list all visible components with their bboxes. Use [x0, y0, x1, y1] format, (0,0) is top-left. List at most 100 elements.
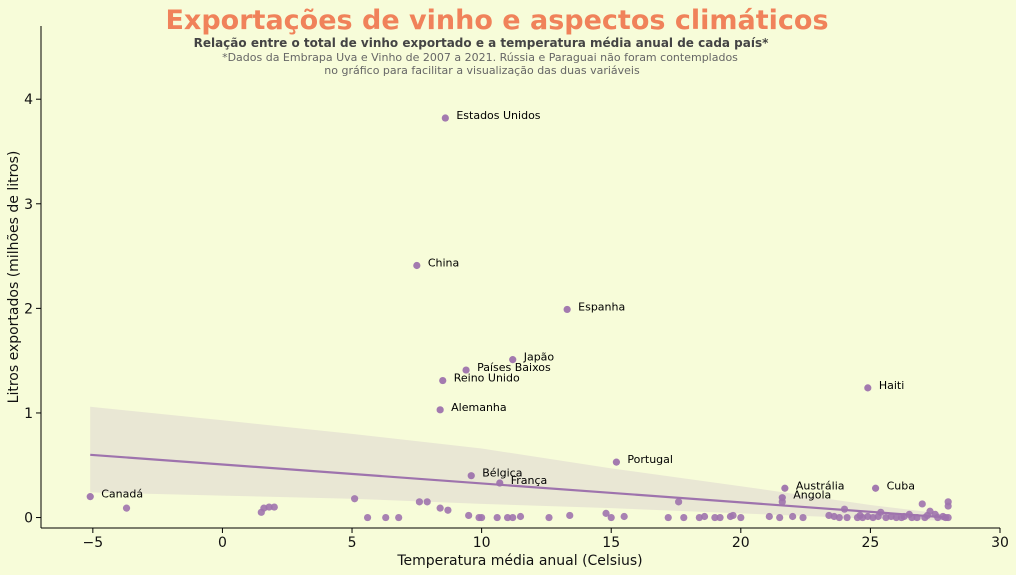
data-point: [602, 509, 610, 517]
data-point: [892, 513, 900, 522]
data-point-labeled: [467, 472, 475, 480]
chart-subtitle: Relação entre o total de vinho exportado…: [194, 36, 770, 50]
y-tick-label: 3: [24, 197, 33, 213]
data-point: [270, 503, 278, 511]
points-layer: [86, 114, 952, 522]
x-tick-label: 15: [602, 535, 620, 551]
point-label: Angola: [793, 489, 831, 502]
point-label: Portugal: [627, 453, 673, 466]
point-label: Canadá: [101, 488, 143, 501]
data-point-labeled: [563, 305, 571, 314]
data-point: [363, 513, 372, 522]
data-point-labeled: [778, 494, 786, 502]
data-point-labeled: [496, 479, 504, 487]
chart-note-line-2: no gráfico para facilitar a visualização…: [324, 64, 640, 77]
point-label: Haiti: [879, 379, 904, 392]
data-point: [566, 511, 574, 520]
data-point: [765, 512, 773, 521]
data-point: [835, 513, 843, 522]
point-label: Bélgica: [482, 467, 522, 480]
x-tick-label: 20: [732, 535, 750, 551]
data-point-labeled: [86, 493, 94, 501]
y-tick-label: 1: [24, 406, 33, 422]
regression-line: [90, 453, 949, 519]
data-point: [436, 504, 444, 512]
x-tick-label: 30: [991, 535, 1009, 551]
x-tick-label: 0: [218, 535, 227, 551]
data-point: [351, 495, 359, 503]
confidence-band: [90, 406, 949, 521]
data-point: [395, 513, 403, 522]
data-point: [716, 513, 724, 522]
data-point: [729, 511, 737, 520]
data-point: [789, 512, 797, 521]
data-point: [607, 513, 615, 522]
data-point: [918, 500, 926, 508]
data-point: [478, 513, 486, 522]
y-axis-label: Litros exportados (milhões de litros): [6, 151, 22, 404]
x-axis-label: Temperatura média anual (Celsius): [396, 553, 642, 569]
point-label: Reino Unido: [454, 372, 520, 385]
point-label: Cuba: [887, 479, 915, 492]
data-point: [843, 513, 851, 522]
y-tick-label: 0: [24, 511, 33, 527]
data-point: [840, 505, 849, 513]
data-point-labeled: [462, 366, 470, 374]
point-label: China: [428, 256, 459, 269]
point-label: Austrália: [796, 479, 845, 492]
data-point: [516, 512, 525, 521]
data-point: [493, 513, 501, 522]
data-point: [680, 513, 688, 522]
point-label: Estados Unidos: [456, 109, 540, 122]
data-point: [675, 498, 683, 506]
data-point: [944, 498, 952, 506]
axes-layer: −5 0 5 10 15 20 25 30 0 1 2 3 4: [24, 26, 1009, 551]
y-tick-label: 2: [24, 301, 33, 317]
y-tick-label: 4: [24, 92, 33, 108]
data-point: [941, 513, 950, 522]
data-point-labeled: [436, 406, 444, 414]
data-point-labeled: [509, 356, 517, 364]
x-tick-label: 5: [348, 535, 357, 551]
data-point: [503, 513, 512, 522]
data-point-labeled: [439, 376, 447, 385]
x-tick-label: 10: [473, 535, 491, 551]
data-point: [664, 513, 672, 522]
point-label: Países Baixos: [477, 361, 551, 374]
data-point: [415, 498, 424, 506]
data-point: [799, 513, 807, 522]
data-point-labeled: [612, 458, 621, 466]
data-point: [908, 513, 916, 522]
chart-title: Exportações de vinho e aspectos climátic…: [165, 5, 828, 36]
data-point: [711, 513, 719, 522]
data-point: [382, 513, 390, 522]
data-point: [509, 513, 517, 522]
data-point: [545, 513, 553, 522]
data-point-labeled: [441, 114, 449, 122]
data-point-labeled: [413, 261, 421, 270]
confidence-band-layer: [90, 406, 949, 521]
data-point-labeled: [781, 484, 789, 492]
data-point: [265, 503, 273, 511]
chart-note-line-1: *Dados da Embrapa Uva e Vinho de 2007 a …: [222, 51, 738, 64]
point-label: Espanha: [578, 300, 625, 313]
data-point: [465, 511, 473, 520]
data-point: [620, 512, 628, 521]
data-point: [776, 513, 784, 522]
x-tick-label: 25: [861, 535, 879, 551]
data-point-labeled: [871, 484, 880, 492]
data-point: [913, 513, 921, 522]
data-point: [423, 498, 431, 506]
data-point: [737, 513, 745, 522]
point-label: Alemanha: [451, 401, 507, 414]
regression-line-layer: [90, 453, 949, 519]
data-point: [444, 506, 452, 514]
data-point: [877, 508, 885, 516]
point-label: Japão: [523, 351, 555, 364]
point-label: França: [511, 474, 548, 487]
data-point: [926, 507, 934, 515]
x-tick-label: −5: [83, 535, 104, 551]
